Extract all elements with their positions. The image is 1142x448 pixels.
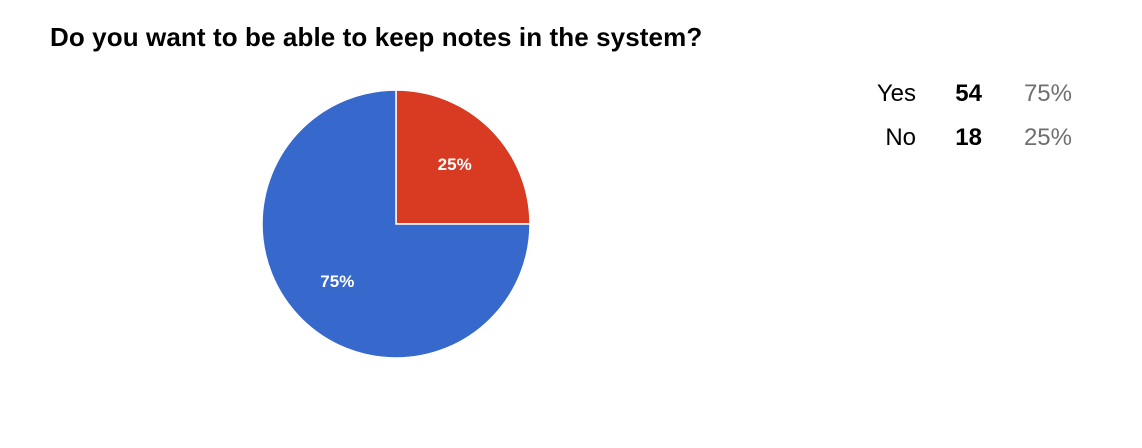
summary-row-yes: Yes 54 75% <box>846 72 1072 116</box>
slice-label-yes: 75% <box>320 272 354 291</box>
summary-label-no: No <box>885 124 916 151</box>
summary-label-yes: Yes <box>876 80 916 107</box>
chart-title: Do you want to be able to keep notes in … <box>50 22 703 52</box>
response-summary-table: Yes 54 75% No 18 25% <box>846 72 1072 160</box>
summary-percent-yes: 75% <box>1023 80 1072 107</box>
pie-slice-no <box>395 89 531 225</box>
summary-count-yes: 54 <box>955 80 982 107</box>
summary-row-no: No 18 25% <box>846 116 1072 160</box>
slice-label-no: 25% <box>438 155 472 174</box>
pie-slice-yes <box>261 89 531 359</box>
summary-count-no: 18 <box>955 124 982 151</box>
summary-percent-no: 25% <box>1023 124 1072 151</box>
